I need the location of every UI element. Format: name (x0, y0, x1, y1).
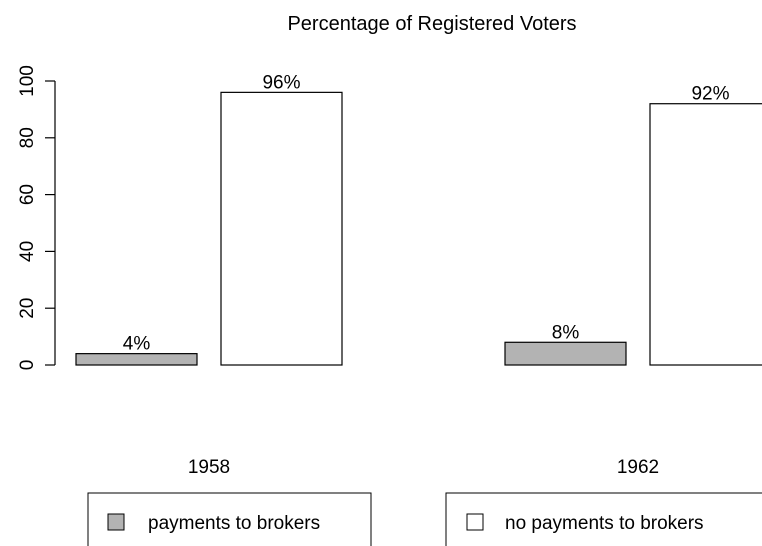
bars (75, 91, 762, 366)
bar-1958-payments (75, 353, 198, 366)
bar-1962-payments (504, 341, 627, 366)
legend-swatch-payments (107, 513, 125, 531)
x-category-label-1962: 1962 (617, 457, 659, 478)
legend-box (87, 492, 372, 546)
data-label: 8% (552, 322, 580, 343)
data-label: 96% (262, 72, 300, 93)
y-ticks: 0 20 40 60 80 100 (17, 65, 55, 370)
legend-box (445, 492, 762, 546)
data-label: 4% (123, 334, 151, 355)
y-tick-label: 100 (17, 65, 38, 97)
legend-swatch-no-payments (466, 513, 484, 531)
y-tick-label: 20 (17, 298, 38, 319)
legend-item-no-payments: no payments to brokers (445, 492, 762, 546)
chart-title: Percentage of Registered Voters (287, 13, 576, 35)
legend-label-payments: payments to brokers (148, 513, 320, 534)
legend-item-payments: payments to brokers (87, 492, 372, 546)
y-axis: 0 20 40 60 80 100 (17, 65, 56, 370)
legend: payments to brokers no payments to broke… (87, 492, 762, 546)
bar-1958-no-payments (220, 91, 343, 366)
data-label: 92% (691, 84, 729, 105)
bar-labels: 4% 96% 8% 92% (123, 72, 730, 354)
legend-label-no-payments: no payments to brokers (505, 513, 704, 534)
y-tick-label: 0 (17, 360, 38, 371)
bar-1962-no-payments (649, 103, 762, 366)
y-tick-label: 40 (17, 241, 38, 262)
x-category-label-1958: 1958 (188, 457, 230, 478)
y-tick-label: 60 (17, 184, 38, 205)
y-tick-label: 80 (17, 127, 38, 148)
